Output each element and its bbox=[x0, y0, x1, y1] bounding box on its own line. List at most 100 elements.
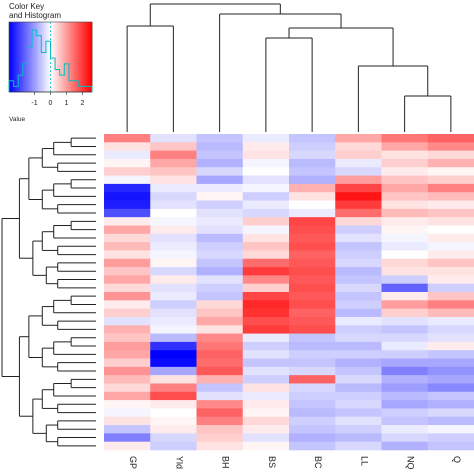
heatmap-cell bbox=[104, 275, 151, 284]
heatmap-cell bbox=[289, 217, 336, 226]
heatmap-cell bbox=[289, 441, 336, 451]
color-key-swatch bbox=[57, 22, 60, 92]
heatmap-cell bbox=[427, 425, 474, 434]
color-key-swatch bbox=[85, 22, 87, 92]
heatmap-cell bbox=[196, 258, 244, 268]
histogram-line bbox=[8, 29, 93, 92]
heatmap-cell bbox=[381, 350, 429, 359]
color-key-swatch bbox=[89, 22, 92, 92]
heatmap-cell bbox=[150, 358, 197, 368]
heatmap-cell bbox=[289, 308, 336, 318]
color-key-swatch bbox=[42, 22, 44, 92]
heatmap-cell bbox=[150, 350, 197, 359]
heatmap-cell bbox=[150, 217, 197, 226]
heatmap-cell bbox=[242, 167, 290, 176]
heatmap-cell bbox=[335, 267, 382, 276]
color-key-histogram bbox=[8, 22, 93, 92]
heatmap-cell bbox=[242, 366, 290, 376]
color-key-swatch bbox=[44, 22, 47, 92]
heatmap-cell bbox=[335, 316, 382, 326]
column-label: BS bbox=[267, 456, 277, 468]
heatmap-cell bbox=[104, 225, 151, 235]
heatmap-cell bbox=[242, 358, 290, 368]
heatmap-cell bbox=[427, 250, 474, 260]
heatmap-cell bbox=[289, 300, 336, 309]
heatmap-cell bbox=[335, 134, 382, 143]
heatmap-cell bbox=[150, 375, 197, 384]
heatmap-cell bbox=[196, 341, 244, 351]
heatmap-cell bbox=[427, 233, 474, 243]
heatmap-cell bbox=[104, 350, 151, 359]
color-key-swatch bbox=[9, 22, 11, 92]
color-key-swatch bbox=[68, 22, 71, 92]
color-key-swatch bbox=[80, 22, 83, 92]
heatmap-cell bbox=[335, 358, 382, 368]
heatmap-cell bbox=[242, 416, 290, 426]
column-labels: GP Yld BH BS BC LL NQ Q bbox=[128, 456, 462, 470]
heatmap-cell bbox=[242, 208, 290, 218]
color-key-swatch bbox=[29, 22, 32, 92]
heatmap-cell bbox=[242, 258, 290, 268]
heatmap-cell bbox=[335, 150, 382, 160]
color-key-swatch bbox=[54, 22, 57, 92]
color-key-swatch bbox=[11, 22, 14, 92]
color-key-swatch bbox=[31, 22, 33, 92]
heatmap-cell bbox=[335, 425, 382, 434]
heatmap-cell bbox=[335, 292, 382, 301]
heatmap-cell bbox=[196, 292, 244, 301]
color-key-title-line1: Color Key bbox=[9, 2, 44, 11]
heatmap-cell bbox=[289, 275, 336, 284]
heatmap-cell bbox=[381, 225, 429, 235]
heatmap-cell bbox=[196, 350, 244, 359]
color-key-swatch bbox=[64, 22, 67, 92]
heatmap-cell bbox=[381, 441, 429, 451]
heatmap-cell bbox=[104, 283, 151, 293]
heatmap-cell bbox=[150, 308, 197, 318]
heatmap-cell bbox=[289, 292, 336, 301]
heatmap-cell bbox=[104, 258, 151, 268]
heatmap-cell bbox=[104, 341, 151, 351]
heatmap-cell bbox=[427, 316, 474, 326]
heatmap-cell bbox=[289, 416, 336, 426]
color-key-swatch bbox=[72, 22, 75, 92]
heatmap-cell bbox=[381, 250, 429, 260]
heatmap-cell bbox=[381, 258, 429, 268]
heatmap-cell bbox=[242, 292, 290, 301]
heatmap-cell bbox=[335, 242, 382, 251]
heatmap-cell bbox=[381, 358, 429, 368]
color-key-axis-label: Value bbox=[9, 116, 26, 123]
heatmap-cell bbox=[335, 416, 382, 426]
color-key-swatch bbox=[21, 22, 24, 92]
heatmap-cell bbox=[150, 175, 197, 185]
heatmap-cell bbox=[242, 350, 290, 359]
heatmap-cell bbox=[335, 258, 382, 268]
heatmap-cell bbox=[104, 375, 151, 384]
heatmap-cell bbox=[335, 250, 382, 260]
heatmap-cell bbox=[242, 242, 290, 251]
heatmap-cell bbox=[427, 433, 474, 442]
color-key-legend: Color Key and Histogram -1 0 1 2 Value bbox=[0, 0, 97, 123]
heatmap-cell bbox=[427, 200, 474, 210]
heatmap-cell bbox=[150, 275, 197, 284]
heatmap-cell bbox=[242, 217, 290, 226]
color-key-swatch bbox=[82, 22, 85, 92]
heatmap-cell bbox=[381, 333, 429, 343]
heatmap-cell bbox=[381, 233, 429, 243]
heatmap-cell bbox=[104, 325, 151, 334]
heatmap-cell bbox=[242, 250, 290, 260]
heatmap-cell bbox=[427, 225, 474, 235]
heatmap-cell bbox=[289, 400, 336, 409]
heatmap-cell bbox=[150, 416, 197, 426]
heatmap-cell bbox=[150, 325, 197, 334]
heatmap-cell bbox=[427, 400, 474, 409]
heatmap-cell bbox=[104, 142, 151, 151]
heatmap-cell bbox=[242, 316, 290, 326]
heatmap-cell bbox=[335, 275, 382, 284]
heatmap-cell bbox=[150, 183, 197, 193]
heatmap-cell bbox=[289, 375, 336, 384]
color-key-swatch bbox=[60, 22, 62, 92]
color-key-swatch bbox=[32, 22, 35, 92]
heatmap-cell bbox=[427, 383, 474, 393]
color-key-swatch bbox=[33, 22, 36, 92]
heatmap-cell bbox=[196, 175, 244, 185]
